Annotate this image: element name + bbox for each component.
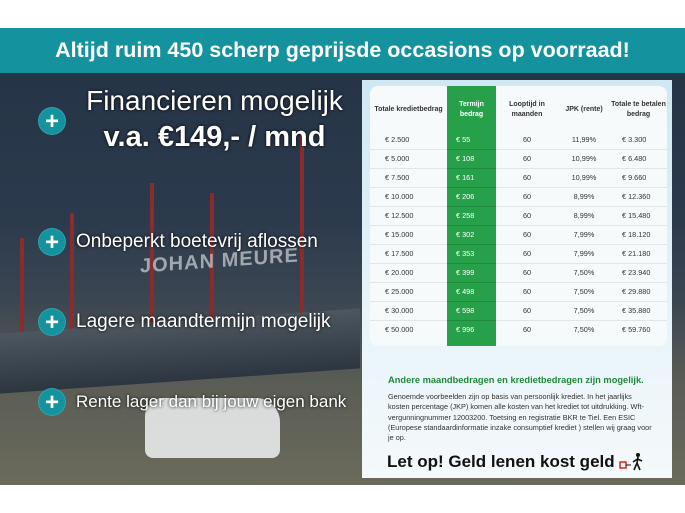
table-cell: € 29.880 <box>610 281 667 301</box>
col-header: JPK (rente) <box>565 106 603 113</box>
col-header: Totale kredietbedrag <box>374 106 443 113</box>
table-row: € 25.000 € 498 60 7,50% € 29.880 <box>370 281 667 301</box>
table-row: € 30.000 € 598 60 7,50% € 35.880 <box>370 300 667 320</box>
feature-text: Lagere maandtermijn mogelijk <box>76 311 331 332</box>
table-cell: € 353 <box>447 243 496 263</box>
table-row: € 50.000 € 996 60 7,50% € 59.760 <box>370 319 667 339</box>
feature-text: Rente lager dan bij jouw eigen bank <box>76 392 347 411</box>
table-cell: € 21.180 <box>610 243 667 263</box>
table-cell: € 17.500 <box>370 243 447 263</box>
table-cell: € 996 <box>447 319 496 339</box>
feature-item: + Lagere maandtermijn mogelijk <box>38 308 331 336</box>
table-row: € 12.500 € 258 60 8,99% € 15.480 <box>370 205 667 225</box>
feature-financing: + <box>38 107 66 135</box>
note-body: Genoemde voorbeelden zijn op basis van p… <box>388 392 652 443</box>
table-cell: 7,99% <box>558 243 610 263</box>
finance-table: Totale kredietbedrag Termijn bedrag Loop… <box>370 86 667 339</box>
table-cell: € 108 <box>447 148 496 168</box>
table-cell: 8,99% <box>558 186 610 206</box>
feature-item: + Rente lager dan bij jouw eigen bank <box>38 388 346 416</box>
table-cell: 60 <box>496 319 558 339</box>
table-cell: 60 <box>522 134 532 144</box>
col-header: Termijn bedrag <box>459 101 484 118</box>
table-cell: € 206 <box>447 186 496 206</box>
note-title: Andere maandbedragen en kredietbedragen … <box>388 375 644 385</box>
feature-item: + Onbeperkt boetevrij aflossen <box>38 228 318 256</box>
table-cell: 60 <box>496 148 558 168</box>
table-cell: € 399 <box>447 262 496 282</box>
top-banner: Altijd ruim 450 scherp geprijsde occasio… <box>0 28 685 73</box>
table-cell: € 50.000 <box>370 319 447 339</box>
table-cell: € 55 <box>456 134 471 144</box>
table-cell: 60 <box>496 205 558 225</box>
table-cell: 60 <box>496 300 558 320</box>
table-cell: 60 <box>496 262 558 282</box>
table-row: € 15.000 € 302 60 7,99% € 18.120 <box>370 224 667 244</box>
table-cell: € 23.940 <box>610 262 667 282</box>
table-cell: 7,50% <box>558 300 610 320</box>
finance-panel: Totale kredietbedrag Termijn bedrag Loop… <box>362 80 672 478</box>
banner-text: Altijd ruim 450 scherp geprijsde occasio… <box>55 38 630 62</box>
warning: Let op! Geld lenen kost geld <box>387 452 645 472</box>
table-cell: 7,50% <box>558 281 610 301</box>
table-cell: 10,99% <box>558 148 610 168</box>
table-cell: € 5.000 <box>370 148 447 168</box>
table-cell: 60 <box>496 167 558 187</box>
table-cell: € 12.500 <box>370 205 447 225</box>
table-cell: 8,99% <box>558 205 610 225</box>
table-cell: € 6.480 <box>610 148 667 168</box>
table-cell: € 161 <box>447 167 496 187</box>
table-cell: € 10.000 <box>370 186 447 206</box>
table-cell: € 498 <box>447 281 496 301</box>
table-cell: € 18.120 <box>610 224 667 244</box>
table-row: € 10.000 € 206 60 8,99% € 12.360 <box>370 186 667 206</box>
table-cell: € 25.000 <box>370 281 447 301</box>
headline: Financieren mogelijk v.a. €149,- / mnd <box>72 85 357 154</box>
headline-line1: Financieren mogelijk <box>86 85 343 116</box>
table-cell: 10,99% <box>558 167 610 187</box>
table-cell: € 15.480 <box>610 205 667 225</box>
table-cell: € 3.300 <box>622 134 647 144</box>
table-cell: € 598 <box>447 300 496 320</box>
warning-text: Let op! Geld lenen kost geld <box>387 452 615 471</box>
table-cell: € 20.000 <box>370 262 447 282</box>
table-cell: 7,99% <box>558 224 610 244</box>
finance-table-card: Totale kredietbedrag Termijn bedrag Loop… <box>370 86 667 346</box>
table-cell: € 35.880 <box>610 300 667 320</box>
table-cell: € 2.500 <box>385 134 410 144</box>
table-cell: € 7.500 <box>370 167 447 187</box>
table-cell: € 9.660 <box>610 167 667 187</box>
table-cell: 7,50% <box>558 262 610 282</box>
table-row: € 2.500 € 55 60 11,99% € 3.300 <box>370 130 667 149</box>
table-cell: 60 <box>496 281 558 301</box>
table-cell: € 15.000 <box>370 224 447 244</box>
col-header: Looptijd in maanden <box>509 101 545 118</box>
table-row: € 7.500 € 161 60 10,99% € 9.660 <box>370 167 667 187</box>
table-cell: 60 <box>496 224 558 244</box>
table-row: € 20.000 € 399 60 7,50% € 23.940 <box>370 262 667 282</box>
table-cell: € 302 <box>447 224 496 244</box>
table-cell: 11,99% <box>571 134 597 144</box>
table-row: € 17.500 € 353 60 7,99% € 21.180 <box>370 243 667 263</box>
table-cell: 7,50% <box>558 319 610 339</box>
table-cell: € 12.360 <box>610 186 667 206</box>
headline-line2: v.a. €149,- / mnd <box>103 121 326 153</box>
plus-icon: + <box>38 107 66 135</box>
plus-icon: + <box>38 388 66 416</box>
table-row: € 5.000 € 108 60 10,99% € 6.480 <box>370 148 667 168</box>
table-cell: € 258 <box>447 205 496 225</box>
walking-person-icon <box>618 453 642 471</box>
table-cell: € 59.760 <box>610 319 667 339</box>
table-cell: 60 <box>496 243 558 263</box>
col-header: Totale te betalen bedrag <box>611 101 666 118</box>
table-cell: 60 <box>496 186 558 206</box>
plus-icon: + <box>38 308 66 336</box>
table-cell: € 30.000 <box>370 300 447 320</box>
feature-text: Onbeperkt boetevrij aflossen <box>76 231 318 252</box>
plus-icon: + <box>38 228 66 256</box>
